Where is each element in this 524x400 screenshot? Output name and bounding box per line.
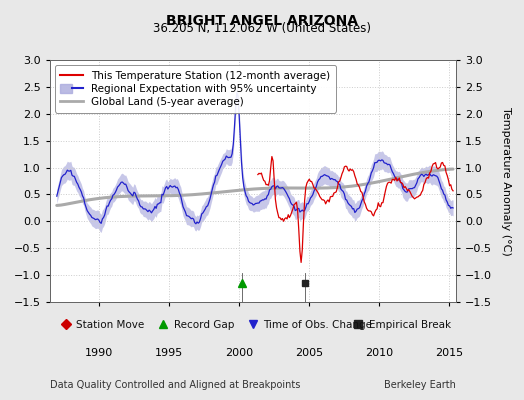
Text: 2015: 2015 [435, 348, 463, 358]
Text: 36.205 N, 112.062 W (United States): 36.205 N, 112.062 W (United States) [153, 22, 371, 35]
Text: Station Move: Station Move [76, 320, 145, 330]
Text: 1990: 1990 [85, 348, 113, 358]
Text: 2000: 2000 [225, 348, 253, 358]
Text: Record Gap: Record Gap [173, 320, 234, 330]
Text: 1995: 1995 [155, 348, 183, 358]
Legend: This Temperature Station (12-month average), Regional Expectation with 95% uncer: This Temperature Station (12-month avera… [55, 65, 336, 112]
Text: Time of Obs. Change: Time of Obs. Change [263, 320, 372, 330]
Text: Data Quality Controlled and Aligned at Breakpoints: Data Quality Controlled and Aligned at B… [50, 380, 300, 390]
Text: 2005: 2005 [295, 348, 323, 358]
Y-axis label: Temperature Anomaly (°C): Temperature Anomaly (°C) [501, 107, 511, 255]
Text: Berkeley Earth: Berkeley Earth [384, 380, 456, 390]
Text: 2010: 2010 [365, 348, 393, 358]
Text: BRIGHT ANGEL ARIZONA: BRIGHT ANGEL ARIZONA [166, 14, 358, 28]
Text: Empirical Break: Empirical Break [368, 320, 451, 330]
